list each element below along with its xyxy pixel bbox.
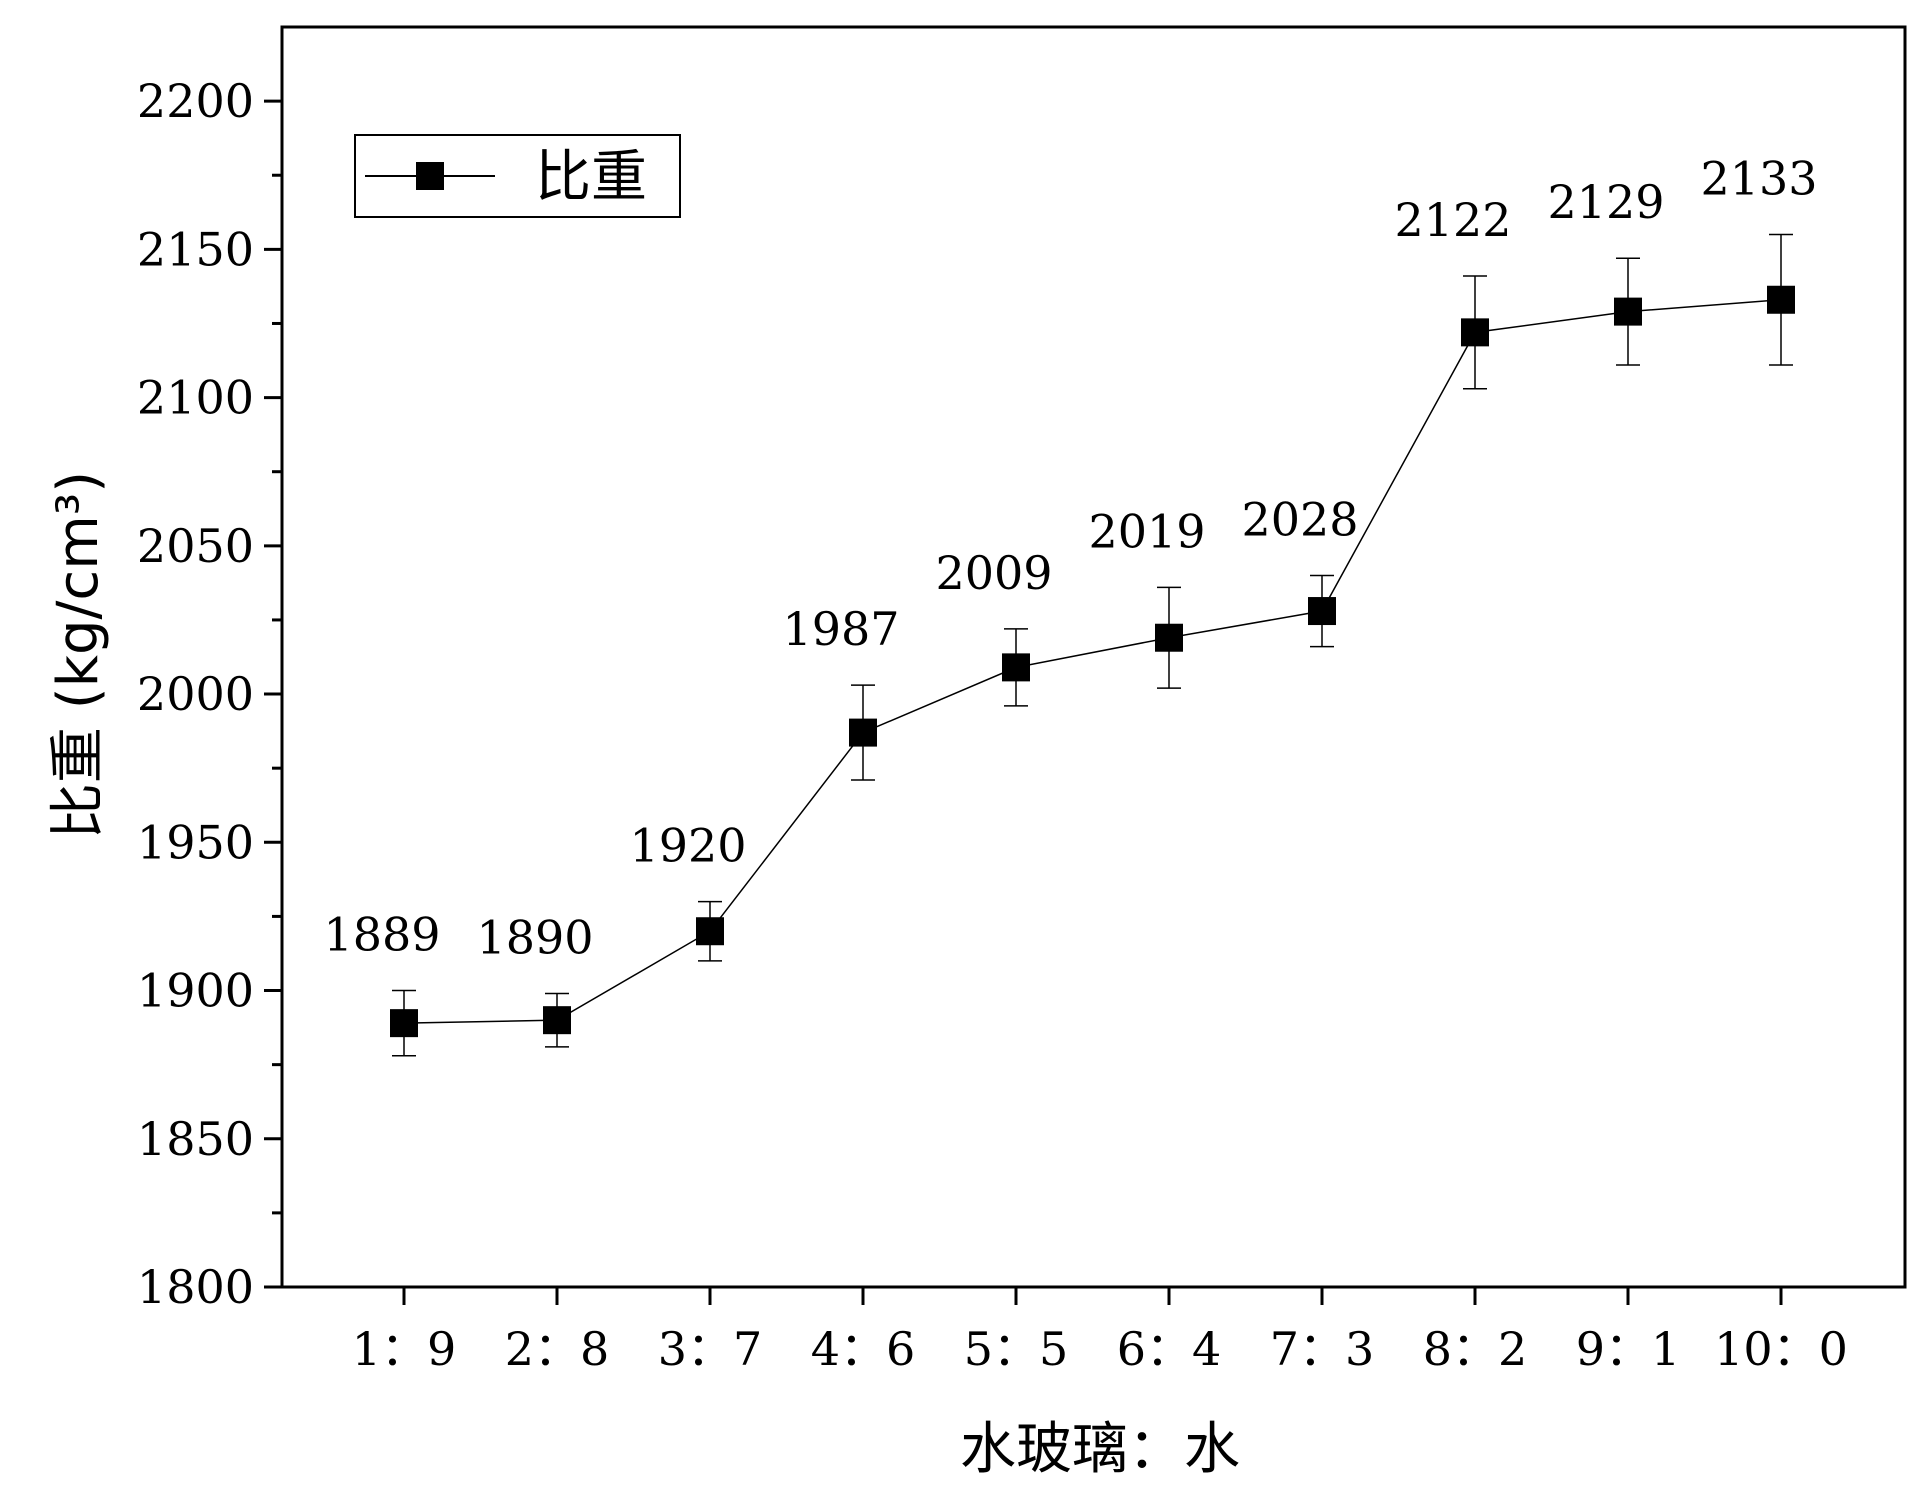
data-point [1002, 653, 1030, 682]
data-point [390, 1009, 418, 1038]
data-label: 2009 [935, 546, 1052, 600]
data-point [543, 1006, 571, 1035]
y-tick-label: 2000 [137, 667, 254, 721]
x-tick-label: 2：8 [505, 1322, 610, 1376]
data-label: 1890 [476, 910, 593, 964]
y-tick-label: 1800 [137, 1260, 254, 1314]
legend-marker [416, 162, 444, 190]
data-point [849, 718, 877, 747]
y-tick-label: 1950 [137, 815, 254, 869]
plot-layer: 1800 1850 1900 1950 2000 2050 2100 2150 2200 1：9 2… [137, 25, 1907, 1376]
data-label: 2129 [1547, 175, 1664, 229]
y-axis-title: 比重 (kg/cm³) [46, 471, 111, 839]
data-point [1614, 297, 1642, 326]
y-tick-label: 2150 [137, 222, 254, 276]
data-point [1155, 623, 1183, 652]
data-label: 1920 [629, 819, 746, 873]
data-point [1308, 597, 1336, 626]
y-tick-label: 2100 [137, 371, 254, 425]
x-tick-label: 3：7 [658, 1322, 763, 1376]
y-tick-label: 1900 [137, 964, 254, 1018]
x-tick-label: 10：0 [1714, 1322, 1848, 1376]
data-label: 2122 [1394, 193, 1511, 247]
data-point [696, 917, 724, 946]
data-label: 1889 [323, 908, 440, 962]
x-tick-label: 7：3 [1270, 1322, 1375, 1376]
legend: 比重 [354, 134, 681, 218]
y-tick-label: 1850 [137, 1112, 254, 1166]
y-tick-label: 2200 [137, 74, 254, 128]
data-label: 2028 [1241, 492, 1358, 546]
x-axis-title: 水玻璃：水 [960, 1417, 1240, 1482]
x-tick-label: 9：1 [1576, 1322, 1681, 1376]
x-tick-label: 4：6 [811, 1322, 916, 1376]
data-point [1767, 285, 1795, 314]
y-tick-label: 2050 [137, 519, 254, 573]
legend-label: 比重 [535, 145, 647, 210]
data-point [1461, 318, 1489, 347]
x-tick-label: 8：2 [1423, 1322, 1528, 1376]
data-label: 1987 [782, 602, 899, 656]
series-line [403, 299, 1782, 1024]
data-label: 2019 [1088, 504, 1205, 558]
x-tick-label: 6：4 [1117, 1322, 1222, 1376]
x-tick-label: 5：5 [964, 1322, 1069, 1376]
x-tick-label: 1：9 [352, 1322, 457, 1376]
data-label: 2133 [1700, 152, 1817, 206]
plot-frame [280, 25, 1907, 1289]
